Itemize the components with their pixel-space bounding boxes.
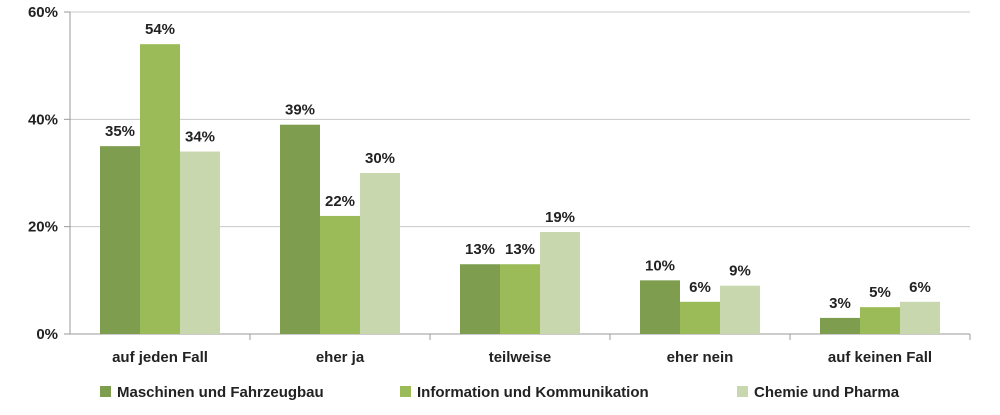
legend-item: Information und Kommunikation — [400, 384, 649, 401]
bars — [100, 44, 940, 334]
data-label: 13% — [465, 241, 495, 258]
legend-label: Information und Kommunikation — [417, 384, 649, 401]
x-tick-label: auf keinen Fall — [828, 349, 932, 366]
legend-label: Maschinen und Fahrzeugbau — [117, 384, 324, 401]
data-label: 35% — [105, 123, 135, 140]
y-tick-label: 60% — [28, 4, 58, 21]
data-label: 13% — [505, 241, 535, 258]
legend-item: Chemie und Pharma — [737, 384, 900, 401]
bar — [320, 215, 360, 334]
legend-swatch — [100, 386, 111, 397]
bar — [360, 173, 400, 334]
y-tick-label: 20% — [28, 219, 58, 236]
x-axis: auf jeden Fall eher ja teilweise eher nein a… — [112, 334, 971, 366]
legend-item: Maschinen und Fahrzeugbau — [100, 384, 324, 401]
y-axis: 0% 20% 40% 60% — [28, 4, 71, 343]
data-label: 54% — [145, 21, 175, 38]
data-label: 22% — [325, 193, 355, 210]
legend-swatch — [737, 386, 748, 397]
x-tick-label: teilweise — [489, 349, 552, 366]
legend: Maschinen und Fahrzeugbau Information und… — [100, 384, 900, 401]
bar — [860, 307, 900, 334]
data-label: 34% — [185, 129, 215, 146]
bar — [180, 151, 220, 334]
y-tick-label: 0% — [36, 326, 58, 343]
y-tick-label: 40% — [28, 111, 58, 128]
data-label: 30% — [365, 150, 395, 167]
bar — [100, 146, 140, 334]
data-label: 6% — [689, 279, 711, 296]
bar — [140, 44, 180, 334]
bar — [460, 264, 500, 334]
bar — [540, 232, 580, 334]
x-tick-label: eher nein — [667, 349, 734, 366]
bar — [720, 285, 760, 334]
data-labels: 35% 54% 34% 39% 22% 30% 13% 13% 19% 10% 6% 9% 3% 5% 6% — [105, 21, 931, 312]
bar — [640, 280, 680, 334]
data-label: 5% — [869, 284, 891, 301]
x-tick-label: eher ja — [316, 349, 365, 366]
x-tick-label: auf jeden Fall — [112, 349, 208, 366]
bar — [500, 264, 540, 334]
bar — [900, 301, 940, 334]
bar — [680, 301, 720, 334]
data-label: 19% — [545, 209, 575, 226]
data-label: 6% — [909, 279, 931, 296]
data-label: 39% — [285, 102, 315, 119]
legend-swatch — [400, 386, 411, 397]
data-label: 10% — [645, 257, 675, 274]
legend-label: Chemie und Pharma — [754, 384, 900, 401]
bar — [280, 124, 320, 334]
data-label: 9% — [729, 263, 751, 280]
data-label: 3% — [829, 295, 851, 312]
bar — [820, 317, 860, 334]
